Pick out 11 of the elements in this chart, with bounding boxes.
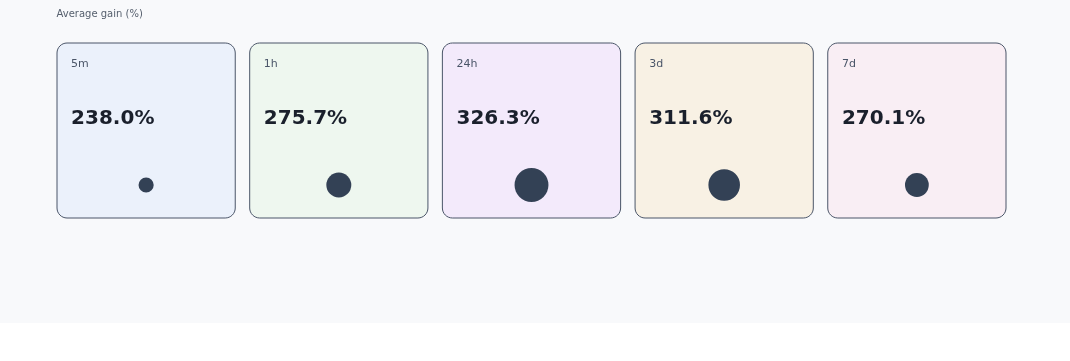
data-label: 270.1% (841, 105, 926, 129)
data-label: 326.3% (456, 105, 540, 129)
category-label: 1h (263, 57, 278, 70)
text: Average gain (%) (56, 8, 143, 19)
category-label: 24h (456, 57, 478, 70)
data-label: 238.0% (71, 105, 155, 129)
category-label: 3d (649, 57, 664, 70)
data-label: 311.6% (649, 105, 733, 129)
category-label: 7d (841, 57, 856, 70)
data-label: 275.7% (263, 105, 348, 129)
category-label: 5m (71, 57, 89, 70)
